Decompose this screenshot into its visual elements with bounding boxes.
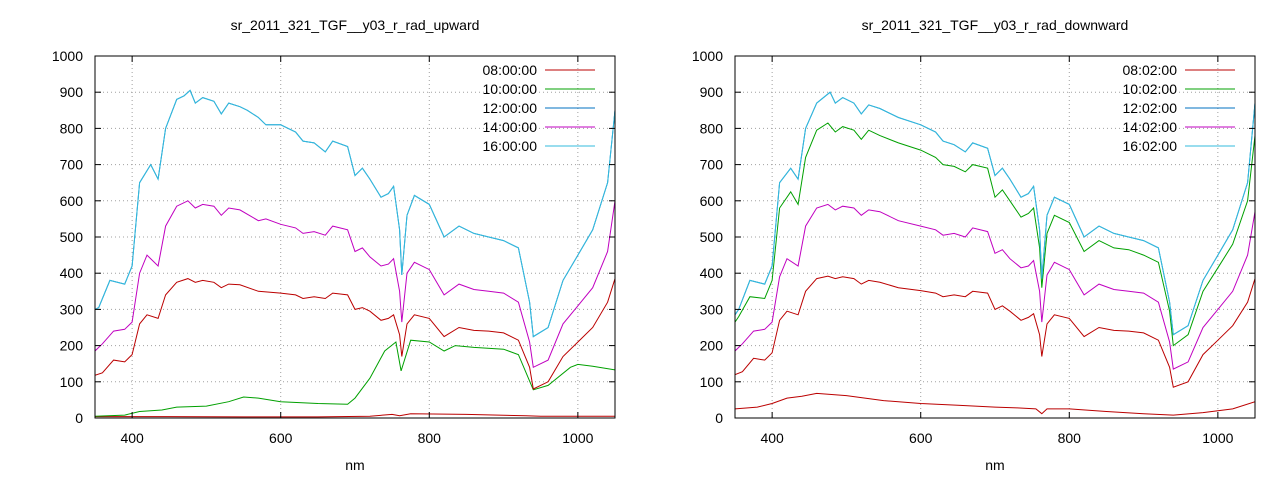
- y-tick-label: 500: [60, 229, 84, 245]
- y-tick-label: 600: [700, 193, 724, 209]
- legend-label: 12:02:00: [1123, 100, 1178, 116]
- y-tick-label: 700: [60, 157, 84, 173]
- series-line-14-02-00: [735, 203, 1255, 370]
- series-line-unlabeled-5: [735, 275, 1255, 388]
- y-tick-label: 500: [700, 229, 724, 245]
- series-line-unlabeled-5: [95, 278, 615, 390]
- chart-title: sr_2011_321_TGF__y03_r_rad_downward: [862, 17, 1129, 33]
- y-tick-label: 200: [60, 338, 84, 354]
- x-tick-label: 600: [269, 430, 293, 446]
- legend-label: 08:02:00: [1123, 62, 1178, 78]
- series-group: [95, 89, 615, 418]
- chart-panel-2: 0 100 200 300 400 500 600 700 800 900 1000 400 600 80…: [692, 17, 1256, 473]
- series-line-10-00-00: [95, 339, 615, 417]
- x-tick-label: 600: [909, 430, 933, 446]
- y-tick-label: 100: [700, 374, 724, 390]
- y-tick-label: 400: [60, 265, 84, 281]
- y-tick-label: 0: [75, 410, 83, 426]
- y-tick-label: 800: [60, 120, 84, 136]
- series-group: [735, 91, 1255, 416]
- y-tick-label: 300: [60, 301, 84, 317]
- legend-label: 12:00:00: [483, 100, 538, 116]
- legend: 08:00:00 10:00:00 12:00:00 14:00:00 16:00:00: [483, 62, 595, 154]
- legend-label: 14:02:00: [1123, 119, 1178, 135]
- y-tick-label: 300: [700, 301, 724, 317]
- series-line-08-00-00: [95, 413, 615, 418]
- y-tick-label: 1000: [52, 48, 83, 64]
- y-tick-label: 700: [700, 157, 724, 173]
- series-line-08-02-00: [735, 392, 1255, 416]
- legend: 08:02:00 10:02:00 12:02:00 14:02:00 16:02:00: [1123, 62, 1235, 154]
- x-tick-label: 1000: [562, 430, 593, 446]
- y-tick-label: 800: [700, 120, 724, 136]
- x-tick-label: 800: [1058, 430, 1082, 446]
- y-tick-label: 100: [60, 374, 84, 390]
- legend-label: 16:02:00: [1123, 138, 1178, 154]
- x-axis-label: nm: [985, 457, 1004, 473]
- chart-panel-1: 0 100 200 300 400 500 600 700 800 900 1000 400 600 80…: [52, 17, 616, 473]
- legend-label: 08:00:00: [483, 62, 538, 78]
- x-tick-label: 400: [120, 430, 144, 446]
- series-line-10-02-00: [735, 122, 1255, 347]
- y-tick-label: 400: [700, 265, 724, 281]
- x-tick-label: 1000: [1202, 430, 1233, 446]
- legend-label: 14:00:00: [483, 119, 538, 135]
- x-axis-label: nm: [345, 457, 364, 473]
- series-line-16-02-00: [735, 91, 1255, 336]
- legend-label: 16:00:00: [483, 138, 538, 154]
- y-tick-label: 0: [715, 410, 723, 426]
- x-tick-label: 400: [760, 430, 784, 446]
- legend-label: 10:02:00: [1123, 81, 1178, 97]
- y-tick-label: 1000: [692, 48, 723, 64]
- legend-label: 10:00:00: [483, 81, 538, 97]
- y-tick-label: 200: [700, 338, 724, 354]
- y-tick-label: 900: [700, 84, 724, 100]
- y-tick-label: 600: [60, 193, 84, 209]
- series-line-14-00-00: [95, 200, 615, 369]
- y-tick-label: 900: [60, 84, 84, 100]
- x-tick-label: 800: [418, 430, 442, 446]
- chart-title: sr_2011_321_TGF__y03_r_rad_upward: [231, 17, 480, 33]
- series-line-16-00-00: [95, 89, 615, 338]
